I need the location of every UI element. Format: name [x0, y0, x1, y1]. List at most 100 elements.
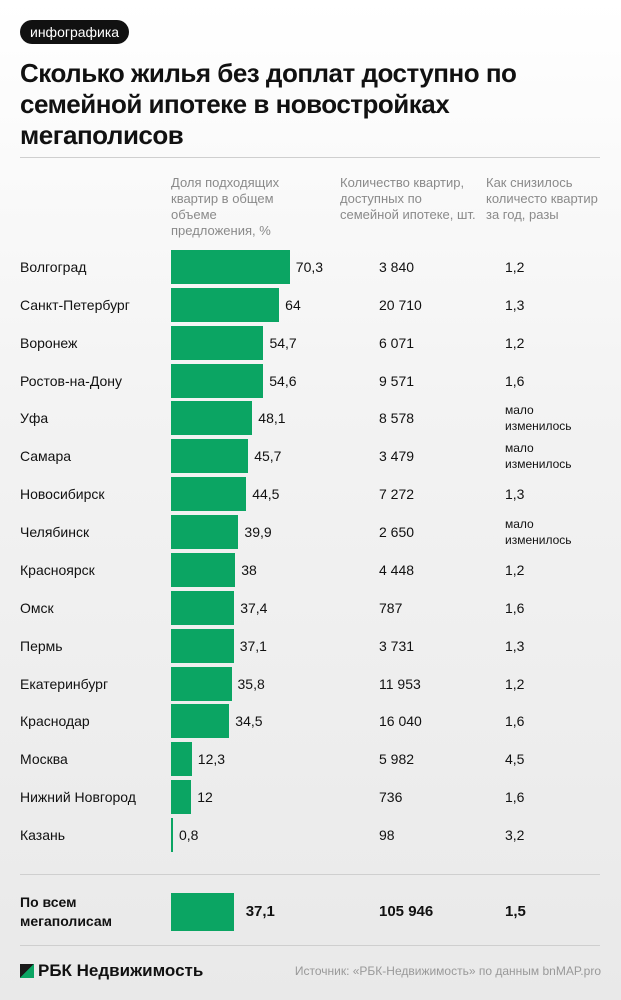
value-label: 45,7	[254, 448, 282, 465]
value-label: 70,3	[295, 259, 324, 275]
value-label: 38	[241, 561, 257, 578]
table-row: Ростов-на-Дону 54,6 9 571 1,6	[0, 363, 621, 399]
bar	[171, 818, 173, 853]
city-label: Воронеж	[20, 334, 78, 351]
total-ratio: 1,5	[505, 903, 526, 920]
bar	[171, 439, 249, 474]
table-row: Казань 0,8 98 3,2	[0, 817, 621, 853]
value-label: 64	[285, 296, 301, 313]
divider	[20, 157, 600, 158]
bar	[171, 250, 290, 284]
ratio-label: 1,6	[505, 713, 525, 730]
city-label: Краснодар	[20, 713, 90, 730]
bar	[171, 628, 234, 663]
value-label: 44,5	[252, 486, 280, 503]
table-row: Уфа 48,1 8 578 мало изменилось	[0, 400, 621, 436]
count-label: 2 650	[379, 524, 415, 541]
logo: РБК Недвижимость	[20, 961, 203, 981]
table-row: Санкт-Петербург 64 20 710 1,3	[0, 287, 621, 323]
ratio-label: 1,2	[505, 334, 525, 351]
table-row: Челябинск 39,9 2 650 мало изменилось	[0, 514, 621, 550]
value-label: 54,6	[269, 372, 297, 389]
table-row: Воронеж 54,7 6 071 1,2	[0, 325, 621, 361]
divider	[20, 945, 600, 946]
value-label: 37,4	[240, 599, 268, 616]
city-label: Красноярск	[20, 561, 95, 578]
total-row: По всем мегаполисам 37,1 105 946 1,5	[0, 890, 621, 934]
ratio-label: 1,6	[505, 372, 525, 389]
city-label: Уфа	[20, 410, 49, 427]
count-label: 20 710	[379, 296, 422, 313]
bar	[171, 704, 230, 739]
ratio-label: 1,6	[505, 599, 525, 616]
total-label: По всем мегаполисам	[20, 894, 113, 929]
ratio-label: мало изменилось	[505, 441, 572, 472]
count-label: 6 071	[379, 334, 415, 351]
city-label: Нижний Новгород	[20, 789, 136, 806]
value-label: 37,1	[239, 637, 267, 654]
bar	[171, 363, 264, 398]
count-label: 16 040	[379, 713, 422, 730]
divider	[20, 874, 600, 875]
logo-mark-icon	[20, 964, 34, 978]
chart-title: Сколько жилья без доплат доступно по сем…	[20, 58, 517, 150]
ratio-label: 1,2	[505, 675, 525, 692]
count-label: 787	[379, 599, 403, 616]
table-row: Красноярск 38 4 448 1,2	[0, 552, 621, 588]
city-label: Волгоград	[20, 259, 87, 275]
count-label: 8 578	[379, 410, 415, 427]
bar	[171, 477, 247, 512]
table-row: Москва 12,3 5 982 4,5	[0, 741, 621, 777]
table-row: Нижний Новгород 12 736 1,6	[0, 779, 621, 815]
count-label: 7 272	[379, 486, 415, 503]
ratio-label: 1,3	[505, 637, 525, 654]
total-count: 105 946	[379, 903, 434, 920]
count-label: 3 731	[379, 637, 415, 654]
source-note: Источник: «РБК-Недвижимость» по данным b…	[294, 964, 601, 978]
count-label: 4 448	[379, 561, 415, 578]
city-label: Челябинск	[20, 524, 90, 541]
count-label: 5 982	[379, 751, 415, 768]
bar	[171, 590, 235, 625]
city-label: Санкт-Петербург	[20, 296, 130, 313]
city-label: Самара	[20, 448, 72, 465]
count-label: 736	[379, 789, 403, 806]
column-header-share: Доля подходящих квартир в общем объеме п…	[171, 175, 280, 238]
total-value-label: 37,1	[245, 903, 275, 920]
table-row: Омск 37,4 787 1,6	[0, 590, 621, 626]
value-label: 35,8	[237, 675, 265, 692]
category-badge: инфографика	[20, 20, 130, 44]
count-label: 3 840	[379, 259, 415, 275]
table-row: Волгоград 70,3 3 840 1,2	[0, 249, 621, 285]
value-label: 34,5	[235, 713, 263, 730]
table-row: Краснодар 34,5 16 040 1,6	[0, 703, 621, 739]
value-label: 39,9	[244, 524, 272, 541]
column-header-count: Количество квартир, доступных по семейно…	[340, 175, 476, 222]
city-label: Новосибирск	[20, 486, 105, 503]
bar	[171, 287, 280, 322]
total-bar	[171, 893, 234, 931]
table-row: Екатеринбург 35,8 11 953 1,2	[0, 666, 621, 702]
ratio-label: 1,6	[505, 789, 525, 806]
column-header-ratio: Как снизилось количесто квартир за год, …	[486, 175, 598, 222]
count-label: 9 571	[379, 372, 415, 389]
ratio-label: 1,2	[505, 259, 525, 275]
city-label: Пермь	[20, 637, 63, 654]
value-label: 12	[197, 789, 213, 806]
city-label: Москва	[20, 751, 68, 768]
ratio-label: 1,3	[505, 296, 525, 313]
bar	[171, 742, 192, 777]
table-row: Новосибирск 44,5 7 272 1,3	[0, 476, 621, 512]
ratio-label: 3,2	[505, 827, 525, 844]
value-label: 12,3	[197, 751, 226, 768]
bar	[171, 780, 192, 815]
logo-text: РБК Недвижимость	[38, 961, 204, 980]
city-label: Ростов-на-Дону	[20, 372, 122, 389]
city-label: Екатеринбург	[20, 675, 109, 692]
value-label: 48,1	[258, 410, 286, 427]
count-label: 11 953	[379, 675, 421, 692]
bar	[171, 552, 236, 587]
table-row: Пермь 37,1 3 731 1,3	[0, 628, 621, 664]
count-label: 98	[379, 827, 395, 844]
bar	[171, 401, 253, 436]
